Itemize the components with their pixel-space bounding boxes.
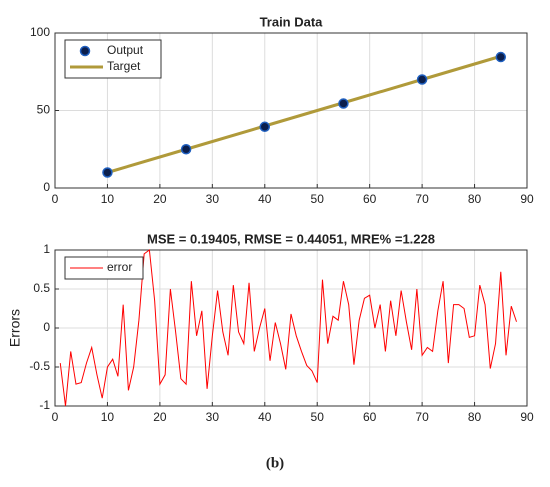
x-tick-label: 40: [258, 192, 272, 206]
legend-label: error: [107, 260, 132, 274]
scatter-point: [338, 98, 349, 109]
chart-title: Train Data: [260, 14, 324, 29]
legend-marker: [79, 45, 91, 57]
axes-frame: [54, 32, 528, 189]
y-tick-label: 50: [37, 103, 51, 117]
x-tick-label: 30: [206, 410, 220, 424]
legend-label: Target: [107, 59, 141, 73]
scatter-point: [259, 121, 271, 133]
legend-label: Output: [107, 43, 144, 57]
y-tick-label: 0: [43, 320, 50, 334]
scatter-point: [180, 144, 192, 155]
legend-box: [64, 39, 162, 79]
x-tick-label: 90: [520, 410, 534, 424]
scatter-point: [495, 51, 507, 63]
x-tick-label: 70: [415, 410, 429, 424]
x-tick-label: 50: [311, 192, 325, 206]
legend-box: [64, 256, 144, 280]
y-tick-label: 0.5: [33, 281, 50, 295]
x-tick-label: 80: [468, 192, 482, 206]
x-tick-label: 0: [52, 410, 59, 424]
x-tick-label: 30: [206, 192, 220, 206]
scatter-point: [102, 167, 113, 178]
axes-frame: [54, 249, 528, 407]
x-tick-label: 20: [153, 410, 167, 424]
y-tick-label: 100: [30, 25, 50, 39]
x-tick-label: 40: [258, 410, 272, 424]
scatter-point: [416, 74, 428, 85]
chart-title: MSE = 0.19405, RMSE = 0.44051, MRE% =1.2…: [147, 231, 435, 246]
x-tick-label: 20: [153, 192, 167, 206]
x-tick-label: 90: [520, 192, 534, 206]
series-line: [107, 54, 502, 174]
x-tick-label: 80: [468, 410, 482, 424]
x-tick-label: 70: [415, 192, 429, 206]
y-tick-label: 0: [43, 180, 50, 194]
series-line: [59, 249, 517, 407]
x-tick-label: 0: [52, 192, 59, 206]
caption: (b): [266, 455, 284, 471]
y-axis-label: Errors: [7, 309, 23, 347]
y-tick-label: -1: [39, 398, 50, 412]
x-tick-label: 60: [363, 410, 377, 424]
x-tick-label: 10: [101, 192, 115, 206]
x-tick-label: 50: [311, 410, 325, 424]
x-tick-label: 60: [363, 192, 377, 206]
x-tick-label: 10: [101, 410, 115, 424]
y-tick-label: -0.5: [29, 359, 50, 373]
y-tick-label: 1: [43, 242, 50, 256]
